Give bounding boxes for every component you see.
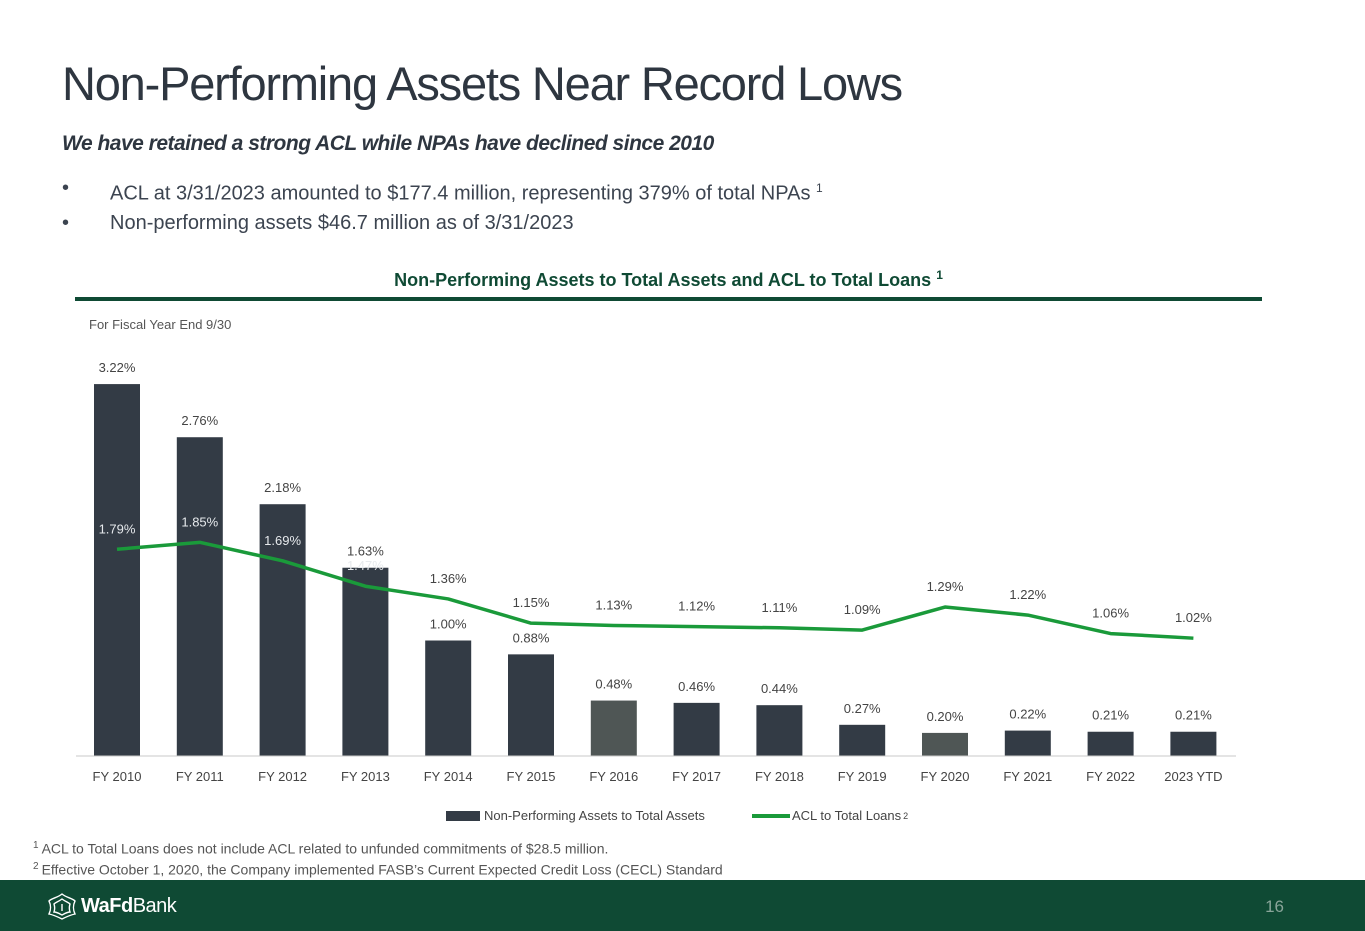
x-tick-label: FY 2022: [1086, 769, 1135, 784]
npa-data-label: 3.22%: [99, 360, 136, 375]
legend-label: Non-Performing Assets to Total Assets: [484, 808, 705, 823]
acl-data-label: 1.09%: [844, 602, 881, 617]
bullet-list: • ACL at 3/31/2023 amounted to $177.4 mi…: [62, 172, 823, 242]
npa-data-label: 1.00%: [430, 617, 467, 632]
footnote-text: Effective October 1, 2020, the Company i…: [41, 861, 723, 878]
footnote-ref: 1: [816, 181, 823, 195]
bullet-marker: •: [62, 177, 70, 199]
page-title: Non-Performing Assets Near Record Lows: [62, 57, 903, 110]
acl-data-label: 1.85%: [181, 514, 218, 529]
npa-bar: [176, 437, 223, 756]
npa-data-label: 2.76%: [181, 413, 218, 428]
chart-area: 3.22% 2.76% 2.18% 1.63% 1.00% 0.88% 0.48% 0.46%…: [76, 360, 1236, 784]
footnote: 1 ACL to Total Loans does not include ACL…: [33, 835, 723, 857]
legend-bar-swatch: [446, 810, 480, 821]
npa-data-label: 0.88%: [513, 630, 550, 645]
npa-bar: [839, 724, 886, 756]
wafd-bank-logo: WaFdBank: [47, 892, 177, 920]
footnote-number: 1: [33, 840, 39, 851]
npa-data-label: 0.44%: [761, 681, 798, 696]
legend-label: ACL to Total Loans: [792, 808, 902, 823]
x-tick-label: FY 2014: [424, 769, 473, 784]
npa-data-label: 0.22%: [1009, 707, 1046, 722]
npa-bar: [673, 702, 720, 756]
x-tick-label: FY 2015: [507, 769, 556, 784]
acl-data-label: 1.13%: [595, 597, 632, 612]
acl-data-label: 1.47%: [347, 558, 384, 573]
acl-data-label: 1.12%: [678, 599, 715, 614]
wafd-leaf-icon: [47, 893, 77, 920]
chart-title-rule: [75, 297, 1262, 301]
bullet-text: ACL at 3/31/2023 amounted to $177.4 mill…: [110, 182, 811, 205]
acl-data-label: 1.02%: [1175, 610, 1212, 625]
bullet-item: • Non-performing assets $46.7 million as…: [62, 207, 823, 242]
npa-bar: [425, 640, 472, 756]
page-number: 16: [1265, 897, 1284, 916]
bullet-marker: •: [62, 212, 70, 234]
npa-data-label: 0.48%: [595, 677, 632, 692]
npa-bar: [1170, 731, 1217, 756]
npa-data-label: 0.46%: [678, 679, 715, 694]
npa-data-label: 0.21%: [1092, 708, 1129, 723]
acl-data-label: 1.79%: [99, 521, 136, 536]
legend-item-acl: ACL to Total Loans 2: [752, 808, 908, 823]
page-subtitle: We have retained a strong ACL while NPAs…: [62, 132, 714, 155]
npa-data-label: 0.21%: [1175, 708, 1212, 723]
npa-data-label: 1.63%: [347, 544, 384, 559]
acl-data-label: 1.22%: [1009, 587, 1046, 602]
chart-title-text: Non-Performing Assets to Total Assets an…: [394, 270, 932, 290]
npa-bar: [922, 732, 968, 756]
x-tick-label: FY 2016: [589, 769, 638, 784]
x-tick-label: FY 2012: [258, 769, 307, 784]
x-tick-label: FY 2013: [341, 769, 390, 784]
x-tick-label: FY 2018: [755, 769, 804, 784]
npa-data-label: 0.20%: [927, 709, 964, 724]
x-tick-label: FY 2011: [176, 769, 224, 784]
npa-bar: [259, 504, 306, 756]
x-tick-label: FY 2019: [838, 769, 887, 784]
npa-bar: [94, 384, 140, 756]
x-tick-label: FY 2017: [672, 769, 721, 784]
acl-data-label: 1.69%: [264, 533, 301, 548]
acl-data-label: 1.29%: [927, 579, 964, 594]
footnote-number: 2: [33, 861, 39, 872]
footnotes: 1 ACL to Total Loans does not include ACL…: [33, 835, 723, 878]
x-tick-label: 2023 YTD: [1164, 769, 1222, 784]
fiscal-year-note: For Fiscal Year End 9/30: [89, 317, 232, 332]
logo-wordmark: WaFdBank: [81, 894, 177, 917]
bullet-text: Non-performing assets $46.7 million as o…: [110, 212, 574, 234]
acl-data-label: 1.15%: [513, 595, 550, 610]
npa-bar: [1087, 731, 1134, 756]
footnote-text: ACL to Total Loans does not include ACL …: [41, 840, 609, 857]
footnote-ref: 1: [936, 268, 943, 282]
x-tick-label: FY 2020: [921, 769, 970, 784]
acl-data-label: 1.36%: [430, 571, 467, 586]
legend-item-npa: Non-Performing Assets to Total Assets: [446, 808, 705, 823]
npa-bar: [1004, 730, 1051, 756]
npa-data-label: 0.27%: [844, 701, 881, 716]
footnote: 2 Effective October 1, 2020, the Company …: [33, 856, 723, 878]
footnote-ref: 2: [903, 810, 909, 821]
npa-bar: [590, 700, 637, 756]
acl-data-label: 1.11%: [761, 600, 797, 615]
x-tick-label: FY 2010: [93, 769, 142, 784]
npa-bar: [342, 567, 389, 756]
npa-bar: [508, 654, 554, 756]
npa-bar: [756, 705, 803, 756]
chart-title: Non-Performing Assets to Total Assets an…: [75, 268, 1262, 291]
footer-bar: WaFdBank 16: [0, 880, 1365, 931]
x-tick-label: FY 2021: [1003, 769, 1052, 784]
npa-data-label: 2.18%: [264, 480, 301, 495]
legend-line-swatch: [752, 813, 790, 818]
acl-data-label: 1.06%: [1092, 606, 1129, 621]
acl-line: [116, 540, 1194, 640]
bullet-item: • ACL at 3/31/2023 amounted to $177.4 mi…: [62, 172, 823, 207]
